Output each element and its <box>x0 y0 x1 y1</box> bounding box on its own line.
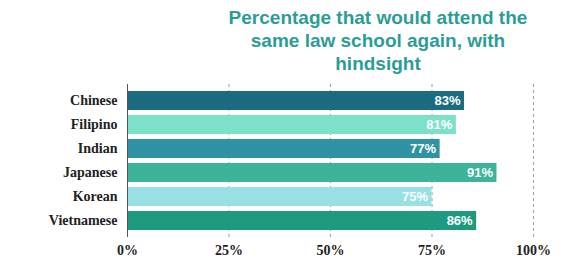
svg-text:Filipino: Filipino <box>71 117 118 132</box>
svg-text:83%: 83% <box>434 93 460 108</box>
svg-text:Korean: Korean <box>73 189 118 204</box>
svg-text:77%: 77% <box>410 141 436 156</box>
svg-text:0%: 0% <box>117 243 138 258</box>
svg-text:Indian: Indian <box>78 141 118 156</box>
svg-text:91%: 91% <box>467 165 493 180</box>
svg-text:Chinese: Chinese <box>70 93 117 108</box>
svg-text:86%: 86% <box>447 213 473 228</box>
html-text:Percentage that would attend t: Percentage that would attend the same la… <box>228 7 528 74</box>
svg-text:Japanese: Japanese <box>63 165 117 180</box>
svg-text:81%: 81% <box>426 117 452 132</box>
svg-text:50%: 50% <box>317 243 345 258</box>
svg-text:100%: 100% <box>516 243 551 258</box>
svg-text:75%: 75% <box>418 243 446 258</box>
svg-text:25%: 25% <box>215 243 243 258</box>
svg-text:Vietnamese: Vietnamese <box>49 213 118 228</box>
svg-text:75%: 75% <box>402 189 428 204</box>
